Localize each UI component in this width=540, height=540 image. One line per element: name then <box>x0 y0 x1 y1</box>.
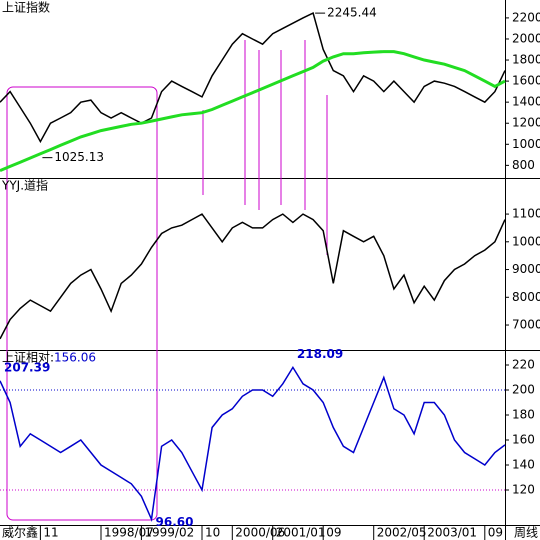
x-tick-label: 2003/01 <box>427 526 477 540</box>
y-tick-label: 1400 <box>512 95 540 109</box>
y-tick-label: 1000 <box>512 137 540 151</box>
y-tick-label: 2200 <box>512 10 540 24</box>
panel-title: 上证指数 <box>2 0 50 15</box>
y-tick-label: 180 <box>512 408 535 422</box>
y-tick-label: 8000 <box>512 290 540 304</box>
y-tick-label: 9000 <box>512 262 540 276</box>
y-tick-label: 2000 <box>512 31 540 45</box>
y-tick-label: 120 <box>512 483 535 497</box>
data-label: 207.39 <box>4 360 50 374</box>
x-tick-label: 2001/01 <box>276 526 326 540</box>
data-label: 1025.13 <box>54 150 104 164</box>
y-tick-label: 200 <box>512 383 535 397</box>
y-tick-label: 1200 <box>512 116 540 130</box>
x-tick-label: 11 <box>43 526 58 540</box>
line-series <box>0 213 506 340</box>
highlight-box <box>6 86 158 521</box>
period: 周线 <box>514 526 538 540</box>
current-value: 156.06 <box>54 351 96 365</box>
y-tick-label: 11000 <box>512 207 540 221</box>
x-tick-label: 09 <box>326 526 341 540</box>
y-tick-label: 1800 <box>512 53 540 67</box>
y-tick-label: 10000 <box>512 234 540 248</box>
data-label: 218.09 <box>297 347 343 361</box>
x-tick-label: 2002/05 <box>377 526 427 540</box>
brand: 威尔鑫 <box>2 525 38 540</box>
x-tick-label: 1999/02 <box>144 526 194 540</box>
y-tick-label: 160 <box>512 433 535 447</box>
panel-title: YYJ.道指 <box>1 178 48 193</box>
line-series <box>0 365 506 523</box>
y-tick-label: 1600 <box>512 74 540 88</box>
data-label: 96.60 <box>156 515 194 529</box>
y-tick-label: 220 <box>512 358 535 372</box>
y-tick-label: 140 <box>512 458 535 472</box>
line-series <box>0 12 506 144</box>
panel-title: 上证相对: <box>2 351 54 365</box>
y-tick-label: 7000 <box>512 318 540 332</box>
y-tick-label: 800 <box>512 158 535 172</box>
highlight-lines <box>202 40 328 255</box>
data-label: 2245.44 <box>327 6 377 20</box>
x-tick-label: 10 <box>205 526 220 540</box>
line-series <box>0 50 506 172</box>
x-tick-label: 09 <box>488 526 503 540</box>
